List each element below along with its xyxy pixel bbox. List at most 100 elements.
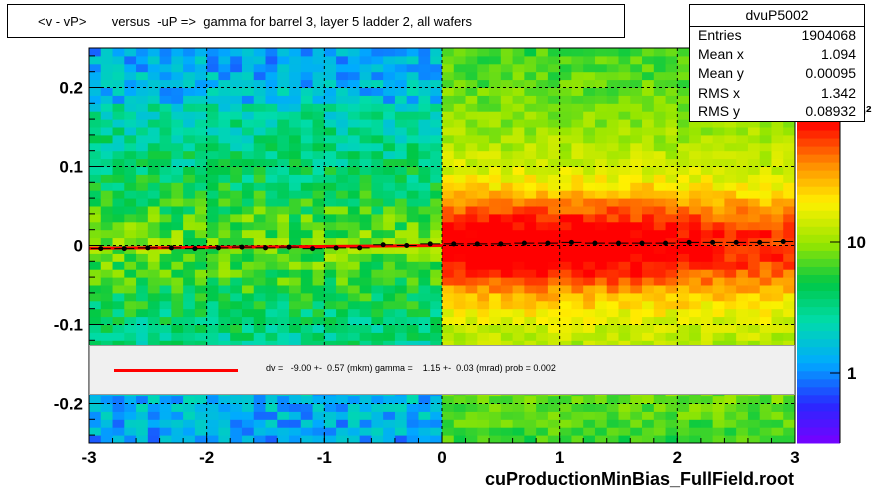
heatmap-cell <box>89 63 102 73</box>
heatmap-cell <box>394 395 408 404</box>
heatmap-cell <box>677 340 690 349</box>
heatmap-cell <box>442 324 455 333</box>
heatmap-cell <box>289 300 302 310</box>
heatmap-cell <box>183 206 196 215</box>
heatmap-cell <box>700 269 714 278</box>
heatmap-cell <box>300 71 314 81</box>
heatmap-cell <box>689 127 702 136</box>
heatmap-cell <box>265 340 278 349</box>
heatmap-cell <box>336 111 349 120</box>
heatmap-cell <box>183 229 196 239</box>
heatmap-cell <box>453 79 467 88</box>
heatmap-cell <box>712 277 725 286</box>
stat-value: 1.094 <box>820 46 856 62</box>
heatmap-cell <box>159 277 172 286</box>
heatmap-cell <box>171 221 184 231</box>
heatmap-cell <box>206 435 219 444</box>
heatmap-cell <box>653 411 667 420</box>
heatmap-cell <box>100 182 114 191</box>
heatmap-cell <box>159 403 172 412</box>
heatmap-cell <box>406 269 419 278</box>
heatmap-cell <box>159 103 172 112</box>
heatmap-cell <box>618 427 631 436</box>
heatmap-cell <box>230 111 243 120</box>
heatmap-cell <box>253 411 266 420</box>
heatmap-cell <box>465 411 478 420</box>
heatmap-cell <box>653 229 667 239</box>
heatmap-cell <box>265 95 278 104</box>
heatmap-cell <box>583 403 596 412</box>
heatmap-cell <box>136 206 149 215</box>
heatmap-cell <box>536 182 549 191</box>
heatmap-cell <box>465 48 478 57</box>
stat-value: 0.00095 <box>805 65 856 81</box>
heatmap-cell <box>606 158 619 167</box>
heatmap-cell <box>100 316 114 325</box>
heatmap-cell <box>736 324 749 333</box>
heatmap-cell <box>253 245 266 254</box>
heatmap-cell <box>194 213 208 223</box>
heatmap-cell <box>700 403 714 412</box>
heatmap-cell <box>394 103 408 112</box>
heatmap-cell <box>712 261 725 270</box>
heatmap-cell <box>465 63 478 73</box>
heatmap-cell <box>700 229 714 239</box>
heatmap-cell <box>124 435 137 444</box>
heatmap-cell <box>606 245 619 254</box>
heatmap-cell <box>406 174 419 183</box>
heatmap-cell <box>783 119 796 128</box>
heatmap-cell <box>594 261 608 270</box>
heatmap-cell <box>183 308 196 318</box>
heatmap-cell <box>747 158 761 167</box>
heatmap-cell <box>418 55 431 65</box>
heatmap-cell <box>547 221 561 231</box>
heatmap-cell <box>642 63 655 73</box>
heatmap-cell <box>312 142 325 152</box>
heatmap-cell <box>618 324 631 333</box>
heatmap-cell <box>136 182 149 191</box>
heatmap-cell <box>536 221 549 231</box>
profile-point <box>333 245 339 251</box>
heatmap-cell <box>347 103 361 112</box>
heatmap-cell <box>559 285 572 294</box>
heatmap-cell <box>183 435 196 444</box>
heatmap-cell <box>512 174 525 183</box>
heatmap-cell <box>524 419 537 428</box>
heatmap-cell <box>218 300 231 310</box>
heatmap-cell <box>606 221 619 231</box>
heatmap-cell <box>677 292 690 302</box>
heatmap-cell <box>218 237 231 246</box>
heatmap-cell <box>477 419 490 428</box>
heatmap-cell <box>89 300 102 310</box>
heatmap-cell <box>583 435 596 444</box>
heatmap-cell <box>206 174 219 183</box>
heatmap-cell <box>206 95 219 104</box>
heatmap-cell <box>559 190 572 199</box>
heatmap-cell <box>394 300 408 310</box>
heatmap-cell <box>453 198 467 207</box>
heatmap-cell <box>700 134 714 144</box>
heatmap-cell <box>759 237 772 246</box>
heatmap-cell <box>477 395 490 404</box>
heatmap-cell <box>183 79 196 88</box>
heatmap-cell <box>653 111 667 120</box>
heatmap-cell <box>136 198 149 207</box>
heatmap-cell <box>477 134 490 144</box>
heatmap-cell <box>171 253 184 262</box>
heatmap-cell <box>136 237 149 246</box>
heatmap-cell <box>559 237 572 246</box>
heatmap-cell <box>618 48 631 57</box>
heatmap-cell <box>500 71 514 81</box>
heatmap-cell <box>500 340 514 349</box>
heatmap-cell <box>324 403 337 412</box>
heatmap-cell <box>747 134 761 144</box>
heatmap-cell <box>347 198 361 207</box>
heatmap-cell <box>489 142 502 152</box>
heatmap-cell <box>536 237 549 246</box>
heatmap-cell <box>583 174 596 183</box>
heatmap-cell <box>265 261 278 270</box>
heatmap-cell <box>524 48 537 57</box>
heatmap-cell <box>418 277 431 286</box>
heatmap-cell <box>747 419 761 428</box>
heatmap-cell <box>512 103 525 112</box>
